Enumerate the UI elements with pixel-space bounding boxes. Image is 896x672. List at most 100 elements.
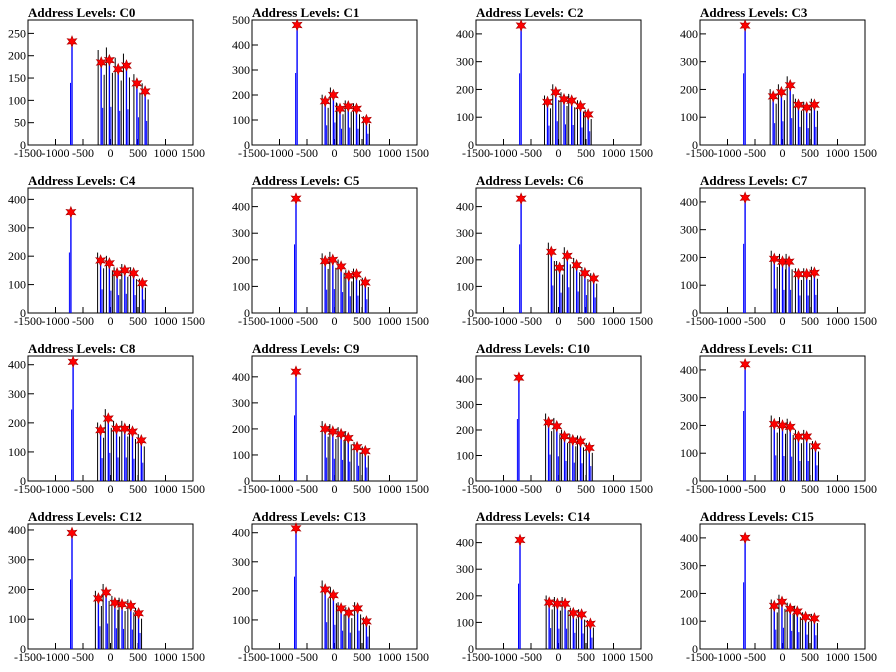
peak-marker: [350, 102, 363, 116]
x-tick-label: -1500: [238, 146, 266, 160]
peak-marker: [66, 35, 78, 48]
y-tick-label: 100: [680, 614, 698, 628]
peak-marker: [514, 533, 526, 547]
y-tick-label: 300: [232, 63, 250, 77]
x-tick-label: -500: [520, 314, 542, 328]
x-tick-label: 0: [556, 482, 562, 496]
x-tick-label: 1000: [378, 650, 402, 664]
x-tick-label: -500: [296, 482, 318, 496]
chart-title: Address Levels: C6: [476, 173, 584, 188]
peak-marker: [515, 19, 527, 32]
peak-marker: [808, 98, 820, 111]
x-tick-label: 1000: [826, 650, 850, 664]
chart-title: Address Levels: C1: [252, 5, 359, 20]
peak-marker: [327, 253, 339, 267]
peak-marker: [584, 617, 596, 630]
x-tick-label: 1000: [154, 146, 178, 160]
peak-marker: [784, 79, 796, 92]
x-tick-label: 1500: [853, 314, 877, 328]
y-tick-label: 300: [456, 55, 474, 69]
y-tick-label: 100: [680, 446, 698, 460]
chart-panel: Address Levels: C10100200300400500-1500-…: [232, 5, 429, 160]
peak-marker: [574, 435, 587, 448]
x-tick-label: 500: [577, 146, 595, 160]
x-tick-label: -500: [296, 314, 318, 328]
chart-panel: Address Levels: C14 0 100 200 300 400 -1500 -10…: [456, 509, 653, 664]
x-tick-label: 0: [108, 650, 114, 664]
y-tick-label: 200: [8, 416, 26, 430]
y-tick-label: 100: [8, 93, 26, 107]
peak-marker: [67, 355, 79, 369]
x-tick-label: -1500: [238, 650, 266, 664]
x-tick-label: -500: [72, 146, 94, 160]
chart-title: Address Levels: C0: [28, 5, 135, 20]
plot-frame: [27, 523, 194, 650]
x-tick-label: -1000: [490, 650, 518, 664]
x-tick-label: 1500: [181, 146, 205, 160]
peak-marker: [359, 444, 371, 458]
y-tick-label: 200: [232, 422, 250, 436]
x-tick-label: 500: [353, 314, 371, 328]
x-tick-label: 0: [108, 146, 114, 160]
peak-marker: [135, 433, 147, 447]
peak-marker: [800, 610, 812, 624]
chart-panel: Address Levels: C6 0 100 200 300 400 -1500 -100…: [456, 173, 653, 328]
peak-marker: [126, 425, 139, 438]
x-tick-label: -1000: [714, 650, 742, 664]
x-tick-label: -1500: [462, 482, 490, 496]
y-tick-label: 0: [468, 474, 474, 488]
x-tick-label: 1000: [378, 482, 402, 496]
y-tick-label: 400: [680, 27, 698, 41]
peak-marker: [576, 608, 588, 621]
x-tick-label: -500: [72, 482, 94, 496]
y-tick-label: 200: [456, 589, 474, 603]
peak-marker: [125, 599, 137, 613]
chart-panel: Address Levels: C12 0 100 200 300 400 -1500 -10…: [8, 509, 205, 664]
peak-marker: [290, 365, 302, 378]
x-tick-label: 1000: [602, 482, 626, 496]
chart-title: Address Levels: C2: [476, 5, 583, 20]
x-tick-label: 0: [556, 146, 562, 160]
y-tick-label: 100: [8, 612, 26, 626]
peak-marker: [109, 596, 121, 610]
x-tick-label: -1000: [714, 482, 742, 496]
chart-title: Address Levels: C7: [700, 173, 808, 188]
x-tick-label: -1000: [266, 314, 294, 328]
peak-marker: [66, 526, 78, 540]
x-tick-label: -1500: [686, 146, 714, 160]
chart-panel: Address Levels: C0 0 50 100 150 200 250 -1500 -1…: [8, 5, 205, 160]
y-tick-label: 400: [232, 38, 250, 52]
x-tick-label: 0: [108, 314, 114, 328]
x-tick-label: 0: [332, 146, 338, 160]
chart-panel: Address Levels: C8 0 100 200 300 400 -1500 -100…: [8, 341, 205, 496]
y-tick-label: 200: [456, 253, 474, 267]
chart-panel: Address Levels: C4 0 100 200 300 400 -1500 -100…: [8, 173, 205, 328]
chart-panel: Address Levels: C2 0 100 200 300 400 -1500 -100…: [456, 5, 653, 160]
x-tick-label: -1500: [462, 146, 490, 160]
x-tick-label: 0: [108, 482, 114, 496]
x-tick-label: 1000: [826, 482, 850, 496]
x-tick-label: -1500: [462, 314, 490, 328]
y-tick-label: 100: [232, 448, 250, 462]
x-tick-label: -1500: [14, 650, 42, 664]
x-tick-label: -1000: [490, 314, 518, 328]
peak-marker: [65, 205, 77, 219]
chart-panel: Address Levels: C5 0 100 200 300 400 -1500 -100…: [232, 173, 429, 328]
x-tick-label: 500: [129, 146, 147, 160]
peak-marker: [801, 430, 813, 443]
plot-frame: [475, 187, 642, 314]
x-tick-label: -1000: [42, 146, 70, 160]
x-tick-label: 1000: [602, 146, 626, 160]
peak-marker: [809, 440, 822, 453]
peak-marker: [791, 605, 803, 618]
y-tick-label: 400: [680, 531, 698, 545]
peak-marker: [808, 612, 820, 625]
x-tick-label: -1000: [714, 314, 742, 328]
peak-marker: [808, 266, 820, 279]
y-tick-label: 300: [680, 223, 698, 237]
peak-marker: [783, 255, 795, 268]
y-tick-label: 200: [232, 88, 250, 102]
y-tick-label: 400: [680, 363, 698, 377]
peak-marker: [513, 371, 525, 385]
